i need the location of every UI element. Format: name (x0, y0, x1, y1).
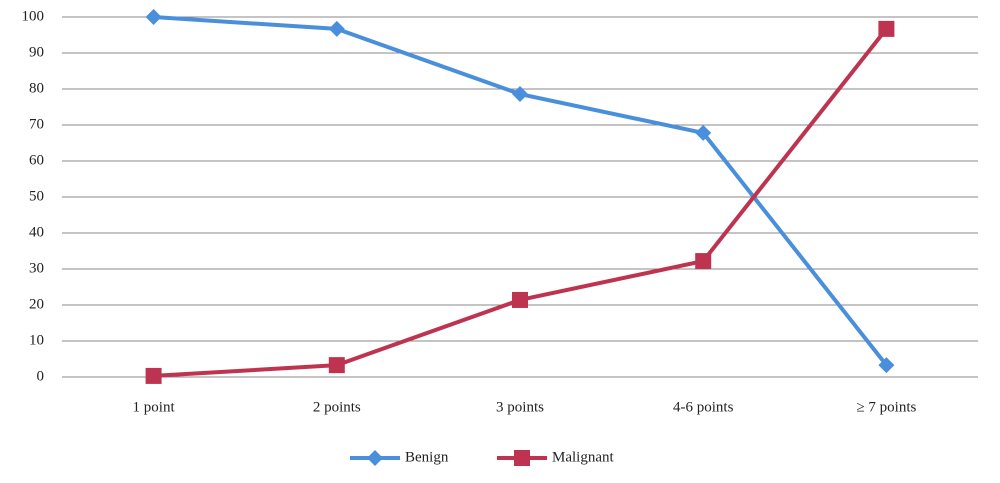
y-tick-label: 20 (29, 296, 44, 312)
point (878, 357, 895, 374)
y-tick-label: 10 (29, 332, 44, 348)
y-tick-label: 40 (29, 224, 44, 240)
x-tick-label: 1 point (133, 399, 176, 415)
legend-marker (367, 450, 383, 466)
y-tick-label: 100 (22, 8, 45, 24)
legend-label: Benign (405, 449, 449, 465)
point (878, 20, 895, 37)
y-tick-label: 30 (29, 260, 44, 276)
x-tick-label: ≥ 7 points (856, 399, 916, 415)
y-tick-label: 90 (29, 44, 44, 60)
series-line (153, 27, 888, 378)
legend-marker (514, 450, 530, 466)
x-tick-label: 2 points (313, 399, 361, 415)
y-tick-label: 70 (29, 116, 44, 132)
point (145, 9, 162, 25)
y-tick-label: 0 (37, 368, 45, 384)
y-tick-label: 50 (29, 188, 44, 204)
point (512, 86, 528, 103)
point (512, 291, 528, 308)
point (695, 124, 712, 141)
point (695, 253, 712, 270)
y-tick-label: 80 (29, 80, 44, 96)
legend-label: Malignant (552, 449, 614, 465)
point (328, 20, 345, 37)
point (145, 367, 162, 384)
x-tick-label: 4-6 points (673, 399, 734, 415)
point (328, 357, 345, 374)
series-line (153, 15, 888, 367)
y-tick-label: 60 (29, 152, 44, 168)
x-tick-label: 3 points (496, 399, 544, 415)
